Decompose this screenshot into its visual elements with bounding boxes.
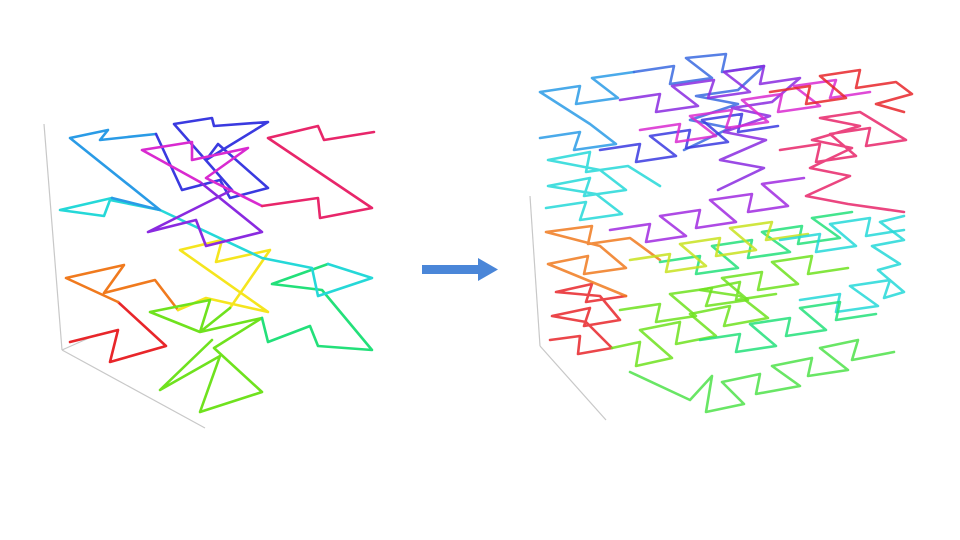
- right-curve-layer-1-green: [628, 338, 896, 414]
- right-curve-layer-2-pink: [778, 110, 908, 214]
- left-axis-vertical: [43, 123, 63, 351]
- left-axes: [43, 123, 206, 429]
- left-curve-seg-blue: [68, 128, 162, 212]
- right-curve-layer-1-orange: [544, 224, 662, 298]
- right-curve-layer-2-red: [768, 68, 914, 114]
- left-curve: [58, 116, 376, 414]
- arrow-shaft: [422, 265, 482, 274]
- right-curve-layer-1-teal: [658, 210, 854, 276]
- right-axis-vertical: [529, 195, 541, 347]
- left-curve-seg-indigo: [154, 116, 270, 200]
- right-curve-layer-2-purple: [618, 64, 802, 192]
- left-curve-seg-pink: [260, 124, 376, 220]
- right-curve: [538, 52, 914, 414]
- right-curve-layer-2-magenta: [638, 78, 872, 144]
- left-curve-seg-magenta: [140, 140, 264, 208]
- left-curve-seg-green: [260, 262, 374, 352]
- right-curve-layer-1-red: [548, 282, 628, 356]
- left-curve-seg-yellow: [176, 238, 272, 314]
- right-curve-layer-2-cyan: [544, 150, 662, 222]
- right-curve-layer-3-aqua: [778, 216, 906, 254]
- left-curve-seg-orange: [64, 263, 180, 312]
- right-curve-layer-3-yellow: [628, 220, 810, 274]
- right-curve-layer-2-violet: [608, 176, 806, 244]
- left-curve-seg-cyan: [58, 196, 374, 298]
- right-axis-floor-left: [539, 345, 607, 421]
- right-curve-layer-2-lightblue: [538, 70, 636, 152]
- right-axes: [529, 195, 607, 421]
- right-curve-layer-3-green: [618, 254, 850, 324]
- transition-arrow: [422, 258, 498, 281]
- right-curve-layer-1-cyan: [798, 214, 906, 314]
- left-curve-seg-lime: [148, 298, 264, 414]
- left-axis-floor-left: [61, 349, 206, 429]
- right-curve-layer-1-lime: [610, 280, 778, 368]
- arrow-head: [478, 258, 498, 281]
- left-curve-seg-red: [68, 300, 168, 364]
- right-curve-layer-3-mint: [698, 300, 878, 354]
- left-curve-seg-purple: [146, 180, 264, 248]
